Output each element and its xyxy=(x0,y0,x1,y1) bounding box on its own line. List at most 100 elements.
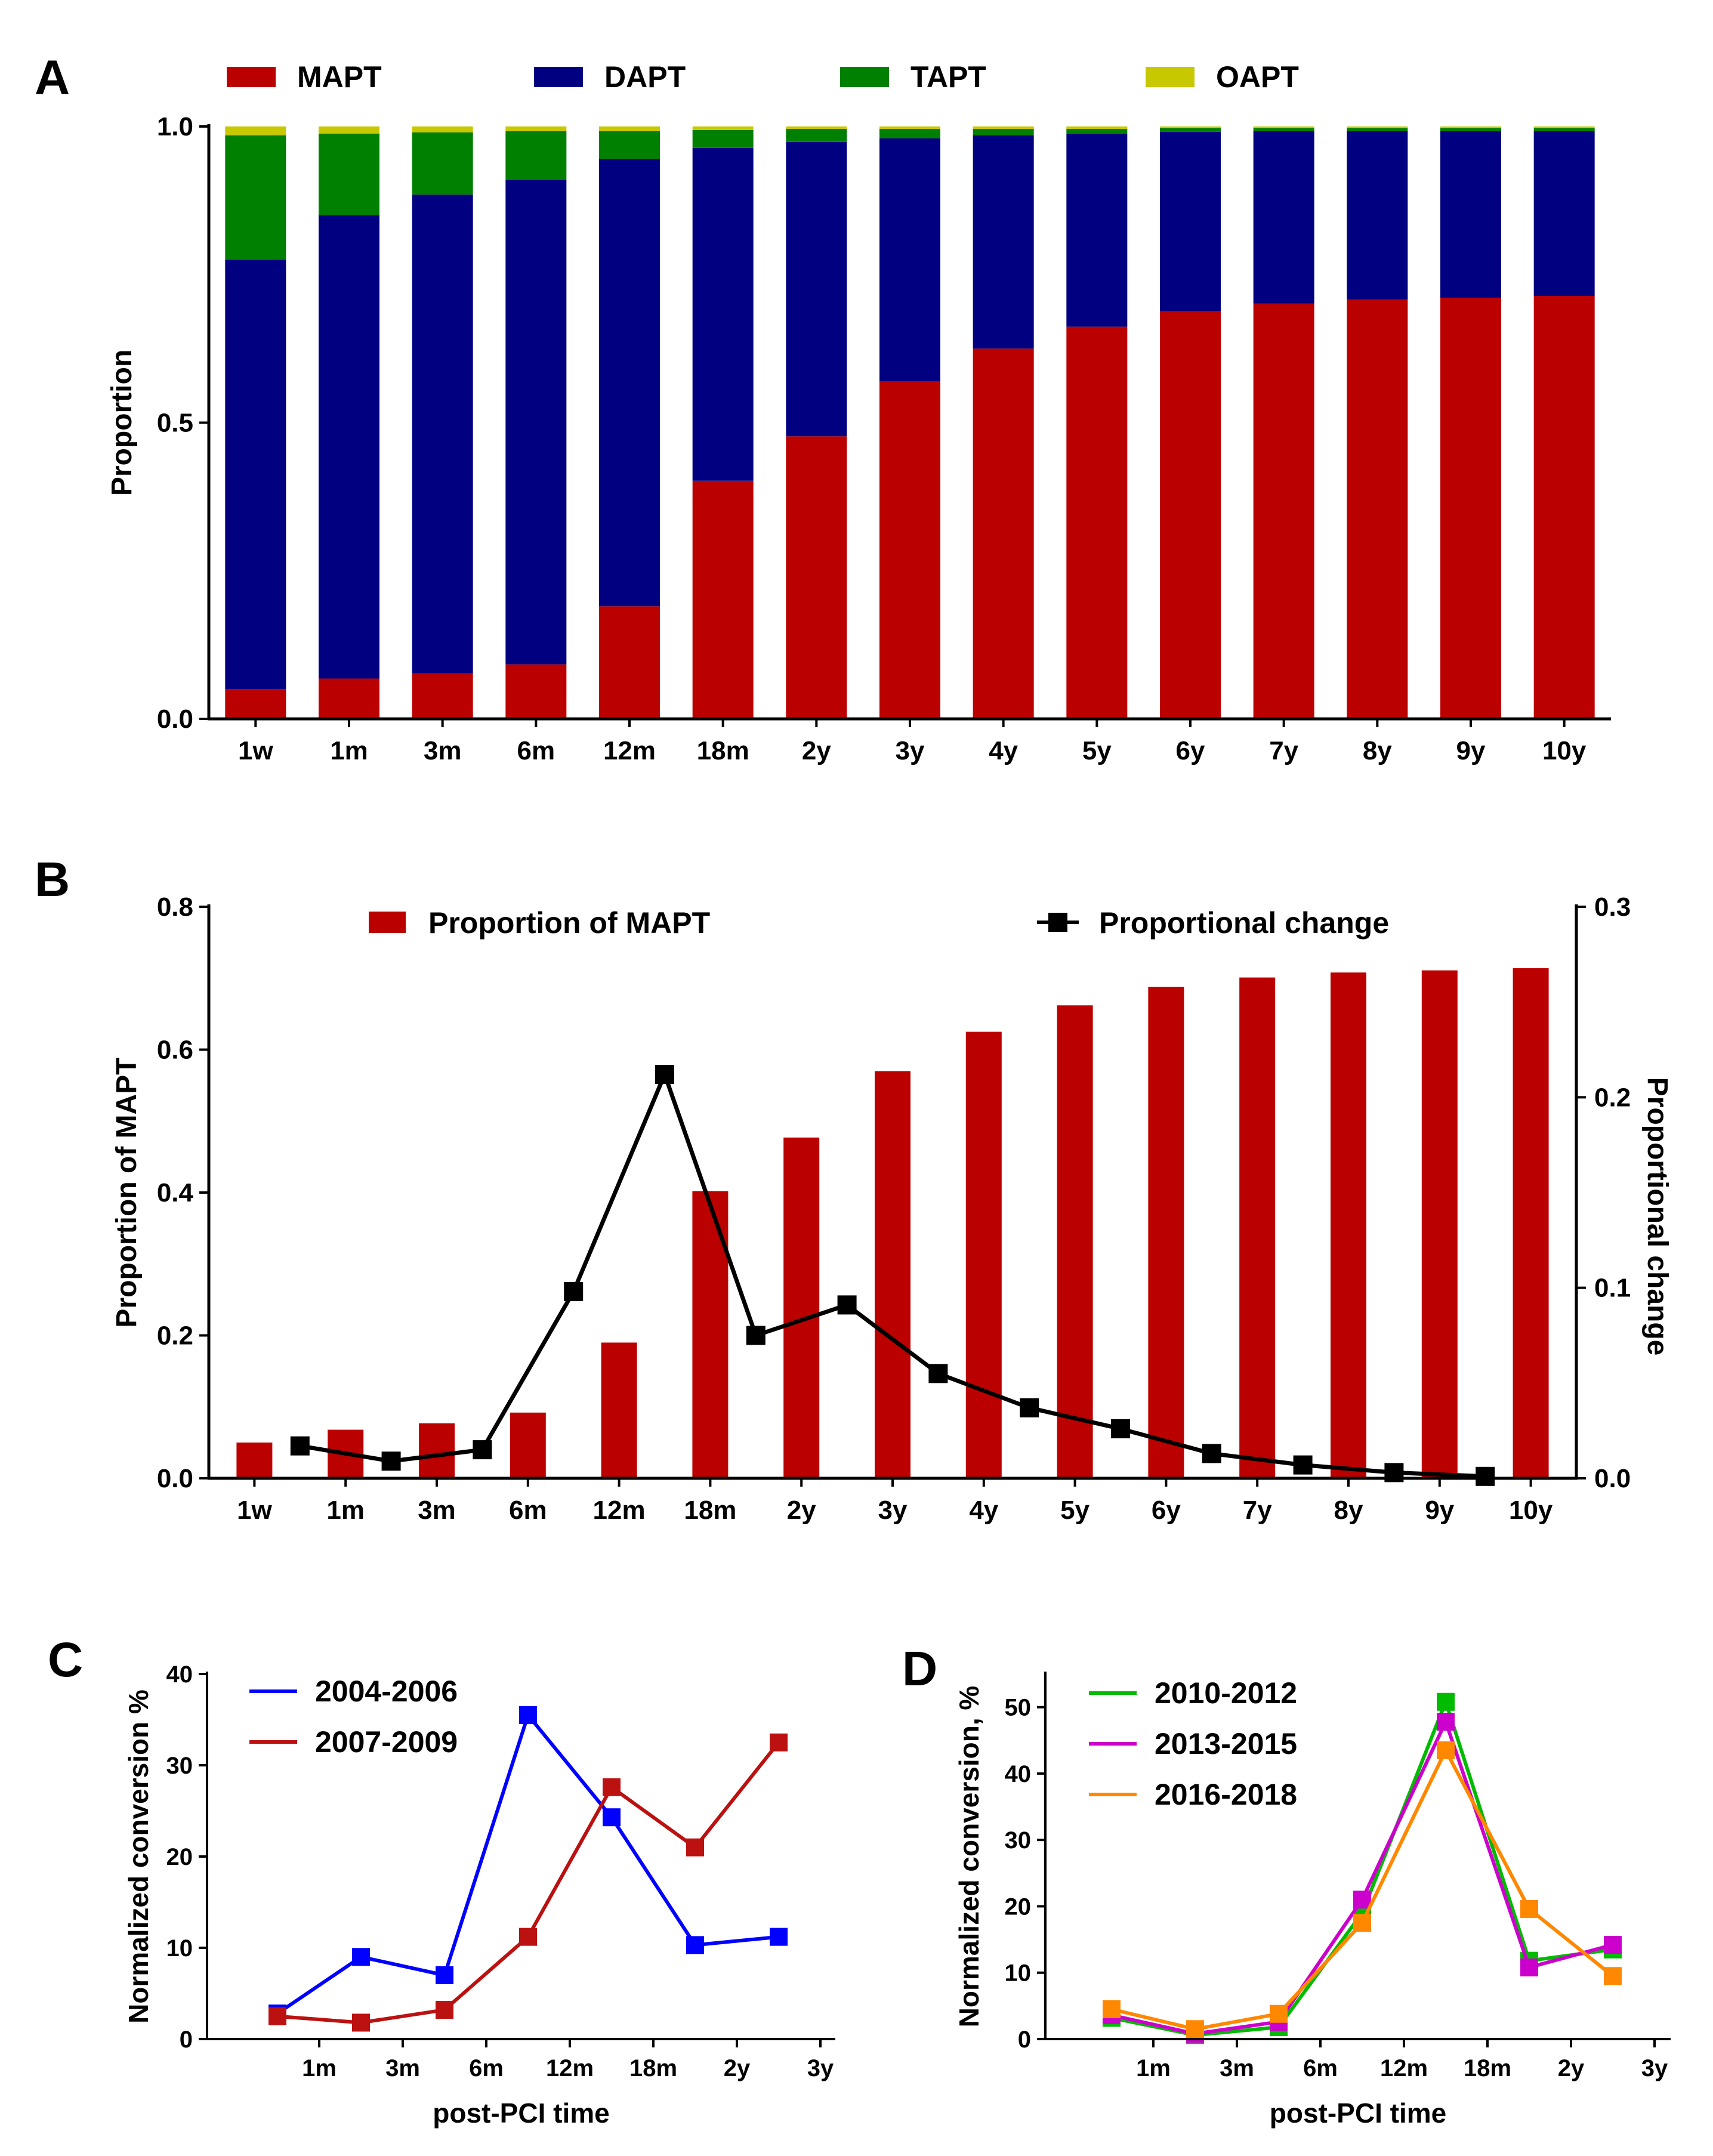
y-tick-label: 30 xyxy=(1005,1827,1032,1854)
bar-dapt-2y xyxy=(786,141,847,437)
x-tick-label: 6y xyxy=(1176,736,1205,765)
y-tick-label: 10 xyxy=(166,1935,193,1962)
x-tick-label: 2y xyxy=(787,1496,816,1525)
proportional-change-point xyxy=(1476,1466,1495,1486)
legend-label-2004-2006: 2004-2006 xyxy=(315,1675,458,1708)
bar-dapt-3m xyxy=(412,194,473,674)
bar-tapt-4y xyxy=(973,128,1034,135)
series-point-2004-2006 xyxy=(686,1936,704,1954)
bar-dapt-8y xyxy=(1347,131,1408,299)
bar-mapt-7y xyxy=(1253,303,1314,719)
bar-dapt-1m xyxy=(319,215,379,679)
series-point-2013-2015 xyxy=(1604,1935,1622,1954)
y-axis-title: Normalized conversion % xyxy=(123,1689,154,2024)
bar-mapt-10y xyxy=(1533,295,1595,719)
x-tick-label: 3m xyxy=(385,2055,420,2081)
series-point-2013-2015 xyxy=(1520,1958,1538,1976)
legend-label-dapt: DAPT xyxy=(604,60,686,94)
x-tick-label: 3y xyxy=(807,2055,834,2081)
bar-dapt-1w xyxy=(225,260,286,690)
x-tick-label: 2y xyxy=(1558,2055,1585,2081)
bar-oapt-12m xyxy=(599,126,660,131)
bar-mapt-7y xyxy=(1239,977,1276,1478)
proportional-change-point xyxy=(1111,1419,1130,1438)
bar-tapt-5y xyxy=(1066,128,1128,134)
y2-tick-label: 0.2 xyxy=(1594,1083,1631,1112)
y-tick-label: 10 xyxy=(1005,1960,1032,1987)
x-tick-label: 6m xyxy=(517,736,555,765)
panel-label-d: D xyxy=(902,1642,937,1696)
bar-mapt-18m xyxy=(692,1191,729,1478)
bar-tapt-2y xyxy=(786,128,847,142)
bar-mapt-3m xyxy=(412,673,473,719)
x-axis-title: post-PCI time xyxy=(1270,2098,1446,2129)
bar-dapt-9y xyxy=(1440,131,1501,298)
y-tick-label: 40 xyxy=(166,1661,193,1688)
x-tick-label: 2y xyxy=(802,736,831,765)
proportional-change-point xyxy=(381,1451,401,1471)
series-line-2007-2009 xyxy=(277,1741,780,2025)
x-tick-label: 1w xyxy=(237,1496,272,1525)
legend-label-mapt: MAPT xyxy=(297,60,382,94)
bar-oapt-7y xyxy=(1253,126,1314,128)
bar-tapt-6y xyxy=(1160,128,1221,132)
x-tick-label: 7y xyxy=(1269,736,1298,765)
x-tick-label: 9y xyxy=(1456,736,1486,765)
x-tick-label: 5y xyxy=(1082,736,1112,765)
legend-label-2010-2012: 2010-2012 xyxy=(1155,1676,1297,1710)
y2-tick-label: 0.0 xyxy=(1594,1464,1631,1493)
proportional-change-point xyxy=(655,1065,674,1085)
bar-dapt-6m xyxy=(505,180,567,665)
bar-dapt-5y xyxy=(1066,133,1128,327)
x-tick-label: 18m xyxy=(684,1496,736,1525)
bar-mapt-4y xyxy=(973,348,1034,719)
y-tick-label: 0.0 xyxy=(157,705,193,734)
panel-b: B Proportion of MAPT Proportional change 1w… xyxy=(35,852,1673,1525)
bar-dapt-18m xyxy=(692,147,754,481)
y-tick-label: 50 xyxy=(1005,1695,1032,1721)
series-line-2004-2006 xyxy=(276,1713,779,2015)
y2-axis-title: Proportional change xyxy=(1641,1077,1673,1356)
x-tick-label: 1m xyxy=(1136,2055,1171,2081)
bar-oapt-6m xyxy=(505,126,567,131)
bar-dapt-12m xyxy=(599,159,660,607)
series-point-2007-2009 xyxy=(603,1778,621,1796)
bar-tapt-9y xyxy=(1440,128,1501,131)
bar-mapt-8y xyxy=(1331,972,1366,1478)
bar-mapt-6y xyxy=(1148,987,1184,1478)
series-point-2007-2009 xyxy=(352,2013,370,2032)
bar-tapt-1w xyxy=(225,135,286,260)
x-tick-label: 7y xyxy=(1243,1496,1272,1525)
proportional-change-point xyxy=(290,1436,310,1456)
bar-dapt-10y xyxy=(1533,131,1595,296)
bar-mapt-6y xyxy=(1160,311,1221,719)
x-tick-label: 4y xyxy=(989,736,1018,765)
bar-tapt-6m xyxy=(505,131,567,180)
bar-oapt-8y xyxy=(1347,126,1408,128)
x-tick-label: 1w xyxy=(238,736,273,765)
series-point-2010-2012 xyxy=(1437,1692,1455,1711)
bar-mapt-6m xyxy=(510,1412,546,1478)
proportional-change-line xyxy=(300,1072,1486,1479)
legend-marker-proportional-change xyxy=(1048,913,1067,932)
legend-label-proportional-change: Proportional change xyxy=(1099,906,1389,940)
bar-tapt-1m xyxy=(319,133,379,215)
bar-tapt-3m xyxy=(412,132,473,195)
series-point-2016-2018 xyxy=(1270,2004,1288,2023)
bar-tapt-3y xyxy=(879,128,940,138)
y-tick-label: 0.6 xyxy=(157,1036,193,1065)
series-point-2016-2018 xyxy=(1186,2020,1204,2038)
x-tick-label: 18m xyxy=(629,2055,677,2081)
proportional-change-point xyxy=(928,1364,948,1383)
bar-dapt-3y xyxy=(879,138,940,381)
bar-mapt-5y xyxy=(1066,326,1128,719)
bar-oapt-1m xyxy=(319,126,379,134)
series-line-2013-2015 xyxy=(1111,1720,1613,2036)
legend-swatch-proportion-of-mapt xyxy=(369,912,406,933)
x-tick-label: 2y xyxy=(724,2055,751,2081)
x-tick-label: 5y xyxy=(1060,1496,1089,1525)
proportional-change-point xyxy=(1020,1398,1039,1417)
bar-mapt-18m xyxy=(692,480,754,719)
legend-label-oapt: OAPT xyxy=(1216,60,1299,94)
series-point-2007-2009 xyxy=(519,1928,537,1946)
